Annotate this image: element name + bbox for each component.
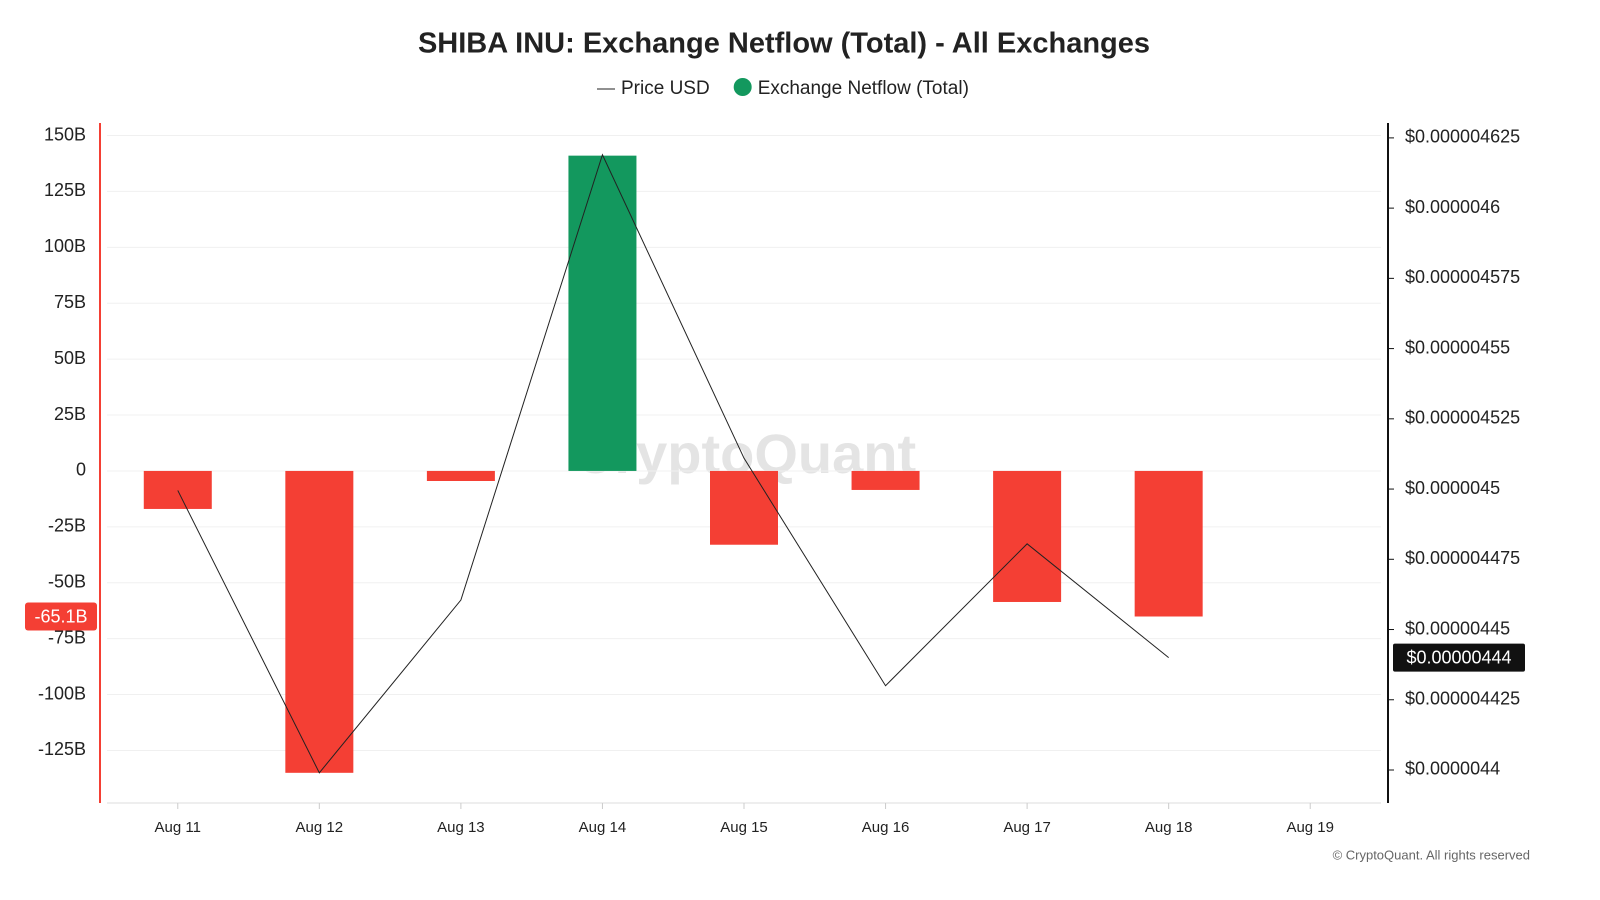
y-tick-label: 75B: [54, 292, 86, 312]
y-tick-label: -125B: [38, 739, 86, 759]
y-tick-label: 125B: [44, 180, 86, 200]
y2-tick-label: $0.0000046: [1405, 197, 1500, 217]
y-tick-label: 0: [76, 460, 86, 480]
bar: [426, 470, 495, 482]
price-line: [177, 153, 1169, 774]
y-tick-label: -50B: [48, 571, 86, 591]
bar: [568, 155, 637, 471]
x-tick-label: Aug 19: [1286, 819, 1334, 836]
y2-tick-label: $0.000004525: [1405, 408, 1520, 428]
x-tick-label: Aug 16: [862, 819, 910, 836]
y2-tick-label: $0.000004625: [1405, 127, 1520, 147]
x-tick-label: Aug 15: [720, 819, 768, 836]
x-tick-label: Aug 13: [437, 819, 485, 836]
x-tick-label: Aug 12: [296, 819, 344, 836]
bar: [143, 470, 212, 509]
x-tick-label: Aug 11: [155, 819, 201, 836]
bar: [993, 470, 1062, 602]
chart-title: SHIBA INU: Exchange Netflow (Total) - Al…: [418, 28, 1150, 60]
legend-swatch: [733, 78, 752, 96]
value-badge: [1393, 643, 1525, 672]
y-tick-label: -100B: [38, 683, 86, 703]
x-tick-label: Aug 18: [1145, 819, 1193, 836]
value-label: -65.1B: [34, 606, 87, 626]
value-badge: [25, 602, 97, 631]
y-tick-label: 50B: [54, 348, 86, 368]
y2-tick-label: $0.000004575: [1405, 267, 1520, 287]
y-tick-label: 150B: [44, 124, 86, 144]
bar: [285, 470, 354, 773]
x-tick-label: Aug 14: [579, 819, 627, 836]
y2-tick-label: $0.00000445: [1405, 618, 1510, 638]
legend-label: Price USD: [621, 78, 710, 99]
y-tick-label: 25B: [54, 404, 86, 424]
footer: © CryptoQuant. All rights reserved: [1333, 847, 1530, 862]
value-label: $0.00000444: [1406, 647, 1511, 667]
y2-tick-label: $0.000004475: [1405, 548, 1520, 568]
y2-tick-label: $0.00000455: [1405, 337, 1510, 357]
y2-tick-label: $0.0000045: [1405, 478, 1500, 498]
y-tick-label: 100B: [44, 236, 86, 256]
bar: [1134, 470, 1203, 617]
legend-label: Exchange Netflow (Total): [758, 78, 969, 99]
bar: [851, 470, 920, 490]
y-tick-label: -75B: [48, 627, 86, 647]
x-tick-label: Aug 17: [1003, 819, 1051, 836]
y-tick-label: -25B: [48, 516, 86, 536]
y2-tick-label: $0.000004425: [1405, 689, 1520, 709]
y2-tick-label: $0.0000044: [1405, 759, 1500, 779]
bar: [710, 470, 778, 545]
